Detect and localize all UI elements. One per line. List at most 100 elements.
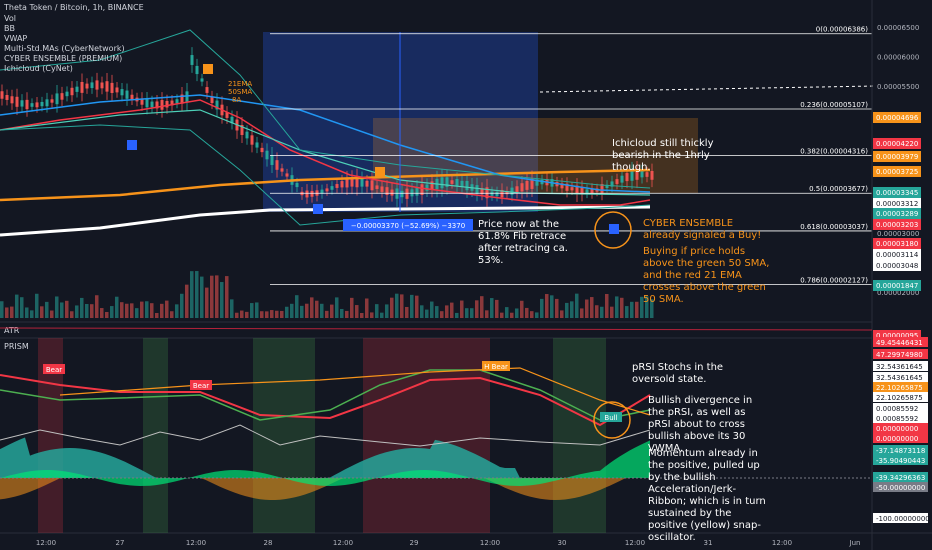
time-tick-0: 12:00 xyxy=(36,539,56,547)
price-tag-2: 0.00003979 xyxy=(873,151,921,162)
buy-marker-left xyxy=(127,140,137,150)
svg-text:0.00003289: 0.00003289 xyxy=(876,210,918,218)
fib-label-0: 0(0.00006386) xyxy=(816,26,868,34)
buy-marker xyxy=(609,224,619,234)
svg-text:0.00003979: 0.00003979 xyxy=(876,153,918,161)
svg-text:0.00003203: 0.00003203 xyxy=(876,221,918,229)
prism-tag-3: 32.54361645 xyxy=(873,372,928,382)
annotation-fib: Price now at the 61.8% Fib retrace after… xyxy=(478,219,568,266)
prism-tag-2: 32.54361645 xyxy=(873,361,928,371)
momentum-teal-area xyxy=(0,437,650,478)
trend-dashed-line xyxy=(539,85,876,93)
annotation-ichicloud: Ichicloud still thickly bearish in the 1… xyxy=(612,138,714,173)
prism-tag-7: 0.00085592 xyxy=(873,413,928,423)
bb-upper-line xyxy=(0,29,651,189)
prism-band-4 xyxy=(553,338,606,533)
svg-text:0.00085592: 0.00085592 xyxy=(876,405,918,413)
svg-text:0.00000000: 0.00000000 xyxy=(876,435,918,443)
prism-tag-bear1: Bear xyxy=(43,364,65,374)
sell-marker-2 xyxy=(375,167,385,177)
prism-tag-6: 0.00085592 xyxy=(873,403,928,413)
ma-label-21ema: 21EMA xyxy=(228,80,252,88)
svg-text:0.00000000: 0.00000000 xyxy=(876,425,918,433)
price-tag-9: 0.00003114 xyxy=(873,249,921,260)
time-tick-5: 29 xyxy=(410,539,419,547)
prism-label: PRISM xyxy=(4,342,29,351)
svg-text:0.00000095: 0.00000095 xyxy=(876,332,918,340)
indicator-ichicloud[interactable]: Ichicloud (CyNet) xyxy=(4,64,73,73)
svg-text:49.45446431: 49.45446431 xyxy=(876,339,923,347)
time-tick-8: 12:00 xyxy=(625,539,645,547)
time-tick-9: 31 xyxy=(704,539,713,547)
annotation-ensemble-buy: CYBER ENSEMBLE already signaled a Buy! xyxy=(643,218,762,241)
price-axis-label-2: 0.00005500 xyxy=(877,83,919,91)
time-axis[interactable]: 12:00 27 12:00 28 12:00 29 12:00 30 12:00 31 12:00… xyxy=(36,539,861,547)
annotation-bullish-div: Bullish divergence in the pRSI, as well … xyxy=(648,395,753,454)
price-tag-7: 0.00003203 xyxy=(873,219,921,230)
indicator-vol[interactable]: Vol xyxy=(4,14,16,23)
price-axis-label-9: 0.00002000 xyxy=(877,289,919,297)
time-tick-6: 12:00 xyxy=(480,539,500,547)
ma-label-8a: 8A xyxy=(232,96,241,104)
prism-tag-14: -100.00000000 xyxy=(873,513,930,523)
svg-text:0.00003725: 0.00003725 xyxy=(876,168,918,176)
price-tag-0: 0.00004696 xyxy=(873,112,921,123)
prism-tag-13: -50.00000000 xyxy=(873,482,928,492)
price-axis-label-7: 0.00003000 xyxy=(877,230,919,238)
prism-bands xyxy=(38,338,606,533)
red-21ema-line xyxy=(0,99,651,206)
buy-marker-mid xyxy=(313,204,323,214)
svg-text:Bear: Bear xyxy=(46,366,62,374)
prism-tag-hbear: H Bear xyxy=(482,361,510,371)
time-tick-7: 30 xyxy=(558,539,567,547)
svg-text:0.00085592: 0.00085592 xyxy=(876,415,918,423)
atr-line xyxy=(0,327,873,331)
prism-tag-0: 49.45446431 xyxy=(873,337,928,347)
price-tag-3: 0.00003725 xyxy=(873,166,921,177)
svg-text:-50.00000000: -50.00000000 xyxy=(876,484,925,492)
prism-tag-12: -39.34296363 xyxy=(873,472,928,482)
prism-band-3 xyxy=(363,338,490,533)
time-tick-2: 12:00 xyxy=(186,539,206,547)
svg-text:0.00003180: 0.00003180 xyxy=(876,240,918,248)
price-axis-label-0: 0.00006500 xyxy=(877,24,919,32)
indicator-bb[interactable]: BB xyxy=(4,24,15,33)
measure-label-bg xyxy=(343,219,473,231)
svg-text:Bear: Bear xyxy=(193,382,209,390)
svg-text:0.00003114: 0.00003114 xyxy=(876,251,919,259)
time-tick-10: 12:00 xyxy=(772,539,792,547)
time-tick-1: 27 xyxy=(116,539,125,547)
indicator-multi-std-mas[interactable]: Multi-Std.MAs (CyberNetwork) xyxy=(4,44,125,53)
svg-text:0.00003312: 0.00003312 xyxy=(876,200,918,208)
svg-text:32.54361645: 32.54361645 xyxy=(876,374,923,382)
blue-ma-line xyxy=(0,94,651,193)
ma-label-50sma: 50SMA xyxy=(228,88,252,96)
measure-label: −0.00003370 (−52.69%) −3370 xyxy=(351,222,465,230)
prism-tag-bear2: Bear xyxy=(190,380,212,390)
prism-tag-4: 22.10265875 xyxy=(873,382,928,392)
svg-text:32.54361645: 32.54361645 xyxy=(876,363,923,371)
svg-text:-35.90490443: -35.90490443 xyxy=(876,457,925,465)
svg-text:47.29974980: 47.29974980 xyxy=(876,351,923,359)
annotation-momentum: Momentum already in the positive, pulled… xyxy=(648,448,766,543)
fib-label-1: 0.236(0.00005107) xyxy=(800,101,868,109)
price-tags: 0.00004696 0.00004220 0.00003979 0.00003725… xyxy=(873,112,921,341)
time-tick-3: 28 xyxy=(264,539,273,547)
indicator-vwap[interactable]: VWAP xyxy=(4,34,28,43)
prism-tag-8: 0.00000000 xyxy=(873,423,928,433)
prism-band-1 xyxy=(143,338,168,533)
price-tag-10: 0.00003048 xyxy=(873,260,921,271)
bb-lower-line xyxy=(0,124,651,226)
svg-text:0.00001847: 0.00001847 xyxy=(876,282,918,290)
svg-text:0.00004696: 0.00004696 xyxy=(876,114,919,122)
indicator-cyber-ensemble[interactable]: CYBER ENSEMBLE (PREMIUM) xyxy=(4,54,123,63)
price-tag-8: 0.00003180 xyxy=(873,238,921,249)
prism-tag-1: 47.29974980 xyxy=(873,349,928,359)
svg-text:0.00003048: 0.00003048 xyxy=(876,262,918,270)
chart-title: Theta Token / Bitcoin, 1h, BINANCE xyxy=(4,3,144,12)
price-tag-12: 0.00000095 xyxy=(873,330,921,341)
svg-text:22.10265875: 22.10265875 xyxy=(876,394,923,402)
svg-text:Bull: Bull xyxy=(604,414,617,422)
prism-axis-tags: 49.45446431 47.29974980 32.54361645 32.5436… xyxy=(873,337,930,523)
